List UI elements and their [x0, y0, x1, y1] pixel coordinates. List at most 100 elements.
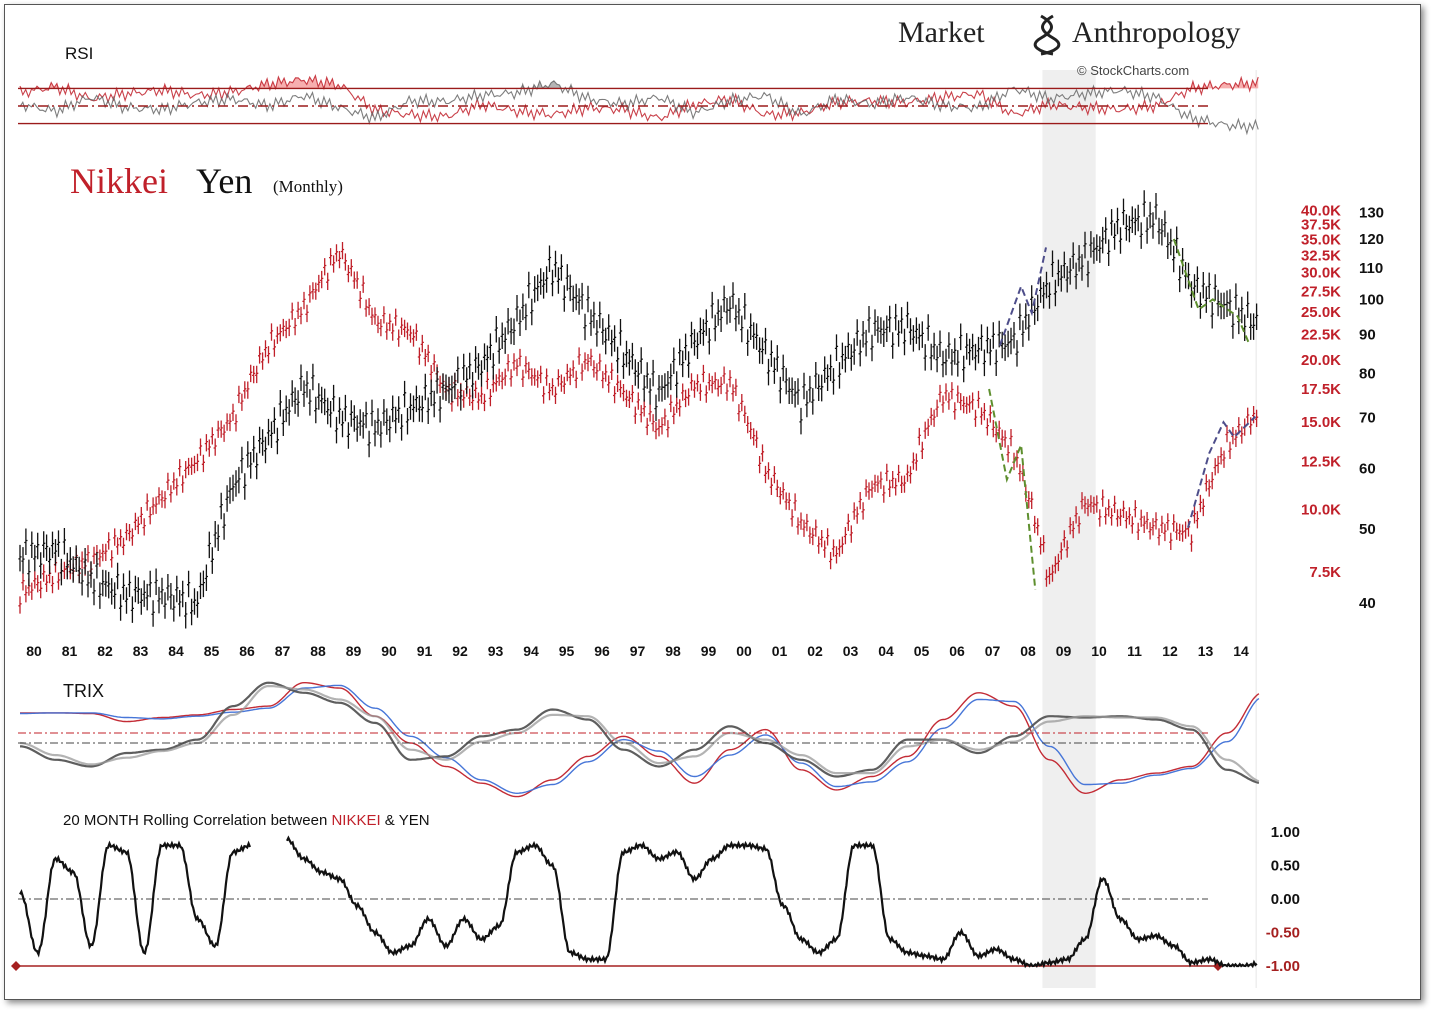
x-tick-label: 83 [133, 643, 149, 659]
title-yen: Yen [196, 161, 252, 201]
y-tick-left: 35.0K [1301, 231, 1341, 248]
rsi-line-1 [19, 79, 1259, 136]
y-tick-left: 27.5K [1301, 283, 1341, 300]
y-tick-left: 25.0K [1301, 304, 1341, 321]
x-tick-label: 04 [878, 643, 894, 659]
x-tick-label: 97 [630, 643, 646, 659]
x-tick-label: 99 [701, 643, 717, 659]
x-tick-label: 11 [1127, 643, 1142, 659]
x-tick-label: 96 [594, 643, 610, 659]
x-tick-label: 09 [1056, 643, 1072, 659]
corr-y-tick: 1.00 [1271, 824, 1300, 841]
rsi-panel [18, 73, 1259, 136]
x-tick-label: 05 [914, 643, 930, 659]
shaded-region-0 [1042, 70, 1096, 988]
y-tick-left: 17.5K [1301, 381, 1341, 398]
trix-line-1 [20, 684, 1260, 795]
x-tick-label: 86 [239, 643, 255, 659]
rsi-label: RSI [65, 44, 93, 63]
x-tick-label: 85 [204, 643, 220, 659]
y-tick-right: 90 [1359, 326, 1376, 343]
y-tick-right: 40 [1359, 595, 1376, 612]
series-bars-yen [18, 190, 1259, 629]
x-tick-label: 03 [843, 643, 859, 659]
price-panel [18, 190, 1259, 629]
x-tick-label: 82 [97, 643, 113, 659]
y-tick-left: 32.5K [1301, 247, 1341, 264]
y-tick-left: 15.0K [1301, 414, 1341, 431]
title-nikkei: Nikkei [70, 161, 168, 201]
correlation-label-yen: & YEN [381, 812, 430, 829]
corr-y-tick: -1.00 [1266, 958, 1300, 975]
y-tick-right: 110 [1359, 260, 1383, 277]
x-tick-label: 08 [1020, 643, 1036, 659]
y-tick-left: 12.5K [1301, 454, 1341, 471]
brand-market: Market [898, 16, 985, 49]
rsi-line-0 [19, 73, 1259, 124]
trend-annotation-0 [998, 247, 1047, 346]
x-tick-label: 95 [559, 643, 575, 659]
x-tick-label: 87 [275, 643, 291, 659]
x-tick-label: 94 [523, 643, 539, 659]
x-tick-label: 10 [1091, 643, 1107, 659]
x-tick-label: 07 [985, 643, 1001, 659]
brand-anthropology: Anthropology [1072, 16, 1240, 49]
trix-panel [18, 681, 1260, 798]
y-tick-left: 37.5K [1301, 216, 1341, 233]
y-tick-left: 30.0K [1301, 265, 1341, 282]
series-bars-nikkei [18, 242, 1259, 614]
x-tick-label: 06 [949, 643, 965, 659]
x-tick-label: 13 [1198, 643, 1214, 659]
y-tick-left: 20.0K [1301, 352, 1341, 369]
y-tick-right: 60 [1359, 461, 1376, 478]
correlation-label: 20 MONTH Rolling Correlation between NIK… [63, 812, 430, 829]
x-tick-label: 14 [1233, 643, 1249, 659]
shaded-regions [1042, 70, 1257, 988]
y-tick-right: 130 [1359, 205, 1384, 222]
trix-line-3 [19, 684, 1260, 783]
trend-annotation-1 [988, 388, 1037, 590]
x-axis: 80 81 82 83 84 85 86 87 88 89 90 91 92 93 94 95 96 97 98 99… [26, 643, 1249, 659]
y-tick-right: 70 [1359, 410, 1376, 427]
y-tick-right: 50 [1359, 521, 1376, 538]
stockcharts-credit: © StockCharts.com [1077, 63, 1189, 78]
shaded-region-1 [1255, 70, 1257, 988]
x-tick-label: 93 [488, 643, 504, 659]
corr-y-tick: 0.00 [1271, 891, 1300, 908]
x-tick-label: 88 [310, 643, 326, 659]
x-tick-label: 90 [381, 643, 397, 659]
y-tick-right: 80 [1359, 365, 1376, 382]
chart-frame [4, 4, 1421, 1000]
x-tick-label: 91 [417, 643, 433, 659]
trend-annotation-3 [1187, 415, 1257, 528]
corr-y-tick: -0.50 [1266, 925, 1300, 942]
x-tick-label: 89 [346, 643, 362, 659]
x-tick-label: 81 [62, 643, 78, 659]
series-yen [18, 190, 1259, 629]
correlation-line [19, 835, 1258, 969]
x-tick-label: 92 [452, 643, 468, 659]
x-tick-label: 01 [772, 643, 788, 659]
y-tick-left: 7.5K [1309, 564, 1341, 581]
corr-y-tick: 0.50 [1271, 858, 1300, 875]
x-tick-label: 12 [1162, 643, 1178, 659]
x-tick-label: 80 [26, 643, 42, 659]
y-tick-right: 100 [1359, 291, 1384, 308]
trend-annotation-2 [1172, 238, 1250, 343]
series-nikkei [18, 242, 1259, 614]
y-tick-left: 22.5K [1301, 327, 1341, 344]
trix-label: TRIX [63, 681, 104, 701]
y-tick-left: 40.0K [1301, 203, 1341, 220]
corr-floor-marker-left [11, 961, 21, 971]
x-tick-label: 00 [736, 643, 752, 659]
x-tick-label: 02 [807, 643, 823, 659]
correlation-panel: 1.00 0.50 0.00 -0.50 -1.00 [11, 824, 1300, 975]
title-monthly: (Monthly) [273, 177, 343, 196]
trix-line-2 [20, 681, 1260, 784]
x-tick-label: 84 [168, 643, 184, 659]
y-tick-left: 10.0K [1301, 502, 1341, 519]
y-tick-right: 120 [1359, 231, 1384, 248]
x-tick-label: 98 [665, 643, 681, 659]
